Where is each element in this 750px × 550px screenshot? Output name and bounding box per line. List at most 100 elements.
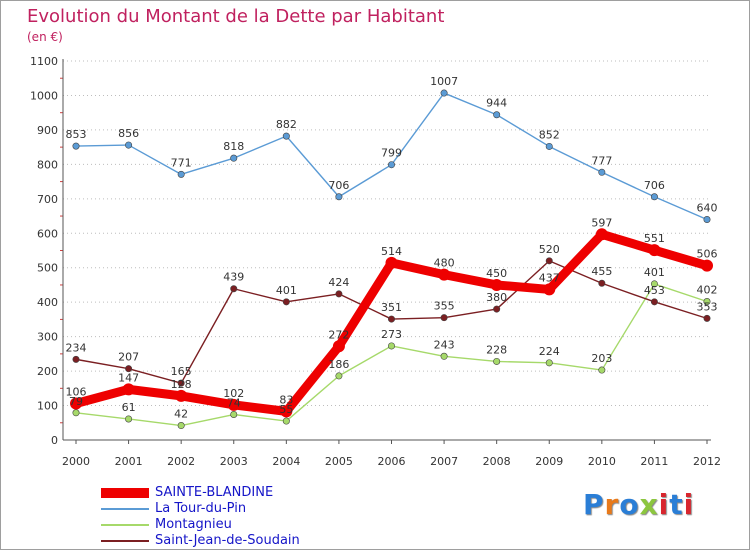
data-point	[703, 215, 711, 223]
legend-swatch	[101, 540, 149, 542]
data-point	[490, 278, 503, 291]
logo-letter: P	[583, 488, 605, 521]
data-label: 106	[66, 385, 87, 398]
legend-label: Saint-Jean-de-Soudain	[155, 533, 300, 548]
data-point	[280, 405, 293, 418]
data-point	[230, 411, 238, 419]
data-point	[650, 298, 658, 306]
x-tick-label: 2006	[378, 455, 406, 468]
y-tick-label: 800	[37, 158, 58, 171]
logo-letter: o	[619, 488, 640, 521]
data-label: 207	[118, 351, 139, 364]
x-tick-label: 2009	[535, 455, 563, 468]
logo-letter: r	[604, 488, 620, 521]
data-label: 147	[118, 371, 139, 384]
logo-letter: i	[658, 488, 670, 521]
y-tick-label: 300	[37, 331, 58, 344]
y-tick-label: 100	[37, 400, 58, 413]
data-label: 353	[697, 300, 718, 313]
legend-item-la-tour-du-pin[interactable]: La Tour-du-Pin	[101, 501, 300, 517]
data-point	[72, 355, 80, 363]
proxiti-logo: Proxiti	[583, 488, 694, 521]
y-tick-label: 1100	[30, 55, 58, 68]
data-label: 706	[644, 179, 665, 192]
data-label: 706	[328, 179, 349, 192]
logo-letter: i	[683, 488, 695, 521]
data-point	[175, 389, 188, 402]
data-label: 852	[539, 128, 560, 141]
data-point	[440, 352, 448, 360]
chart-unit: (en €)	[27, 30, 63, 44]
data-label: 856	[118, 127, 139, 140]
y-tick-label: 900	[37, 124, 58, 137]
x-tick-label: 2005	[325, 455, 353, 468]
data-label: 771	[171, 156, 192, 169]
data-point	[70, 397, 82, 410]
legend-label: Montagnieu	[155, 517, 232, 532]
data-label: 272	[328, 328, 349, 341]
data-point	[650, 280, 658, 288]
data-point	[387, 315, 395, 323]
data-label: 597	[591, 216, 612, 229]
x-tick-label: 2004	[272, 455, 300, 468]
data-point	[545, 359, 553, 367]
legend-item-saint-jean-de-soudain[interactable]: Saint-Jean-de-Soudain	[101, 533, 300, 549]
data-label: 186	[328, 358, 349, 371]
data-point	[227, 398, 240, 411]
data-point	[72, 142, 80, 150]
data-label: 74	[227, 397, 241, 410]
data-point	[335, 372, 343, 380]
data-label: 42	[174, 408, 188, 421]
data-label: 640	[697, 201, 718, 214]
data-label: 203	[591, 352, 612, 365]
data-point	[543, 283, 556, 296]
data-point	[387, 342, 395, 350]
data-point	[440, 89, 448, 97]
data-label: 128	[171, 378, 192, 391]
data-label: 514	[381, 245, 402, 258]
x-tick-label: 2002	[167, 455, 195, 468]
data-label: 243	[434, 338, 455, 351]
data-label: 453	[644, 284, 665, 297]
data-label: 799	[381, 147, 402, 160]
data-label: 520	[539, 243, 560, 256]
data-point	[440, 314, 448, 322]
data-point	[332, 340, 345, 353]
x-tick-label: 2001	[115, 455, 143, 468]
data-point	[493, 357, 501, 365]
data-point	[177, 170, 185, 178]
x-tick-label: 2000	[62, 455, 90, 468]
data-label: 450	[486, 267, 507, 280]
y-tick-label: 700	[37, 193, 58, 206]
data-label: 165	[171, 365, 192, 378]
data-point	[385, 256, 398, 269]
data-label: 882	[276, 118, 297, 131]
data-label: 351	[381, 301, 402, 314]
data-point	[598, 168, 606, 176]
data-label: 437	[539, 271, 560, 284]
x-tick-label: 2012	[693, 455, 721, 468]
logo-letter: x	[639, 488, 659, 521]
data-point	[648, 244, 661, 257]
data-label: 480	[434, 257, 455, 270]
legend: SAINTE-BLANDINE La Tour-du-Pin Montagnie…	[101, 485, 300, 549]
data-point	[650, 193, 658, 201]
data-label: 506	[697, 248, 718, 261]
legend-swatch	[101, 524, 149, 526]
y-tick-label: 600	[37, 227, 58, 240]
data-point	[230, 154, 238, 162]
data-label: 401	[276, 284, 297, 297]
data-label: 1007	[430, 75, 458, 88]
data-label: 79	[69, 395, 83, 408]
data-point	[125, 141, 133, 149]
data-point	[125, 365, 133, 373]
data-label: 61	[122, 401, 136, 414]
data-point	[335, 193, 343, 201]
data-label: 401	[644, 266, 665, 279]
y-tick-label: 500	[37, 262, 58, 275]
data-label: 102	[223, 387, 244, 400]
data-point	[177, 422, 185, 430]
legend-item-montagnieu[interactable]: Montagnieu	[101, 517, 300, 533]
data-point	[438, 268, 451, 281]
legend-item-sainte-blandine[interactable]: SAINTE-BLANDINE	[101, 485, 300, 501]
